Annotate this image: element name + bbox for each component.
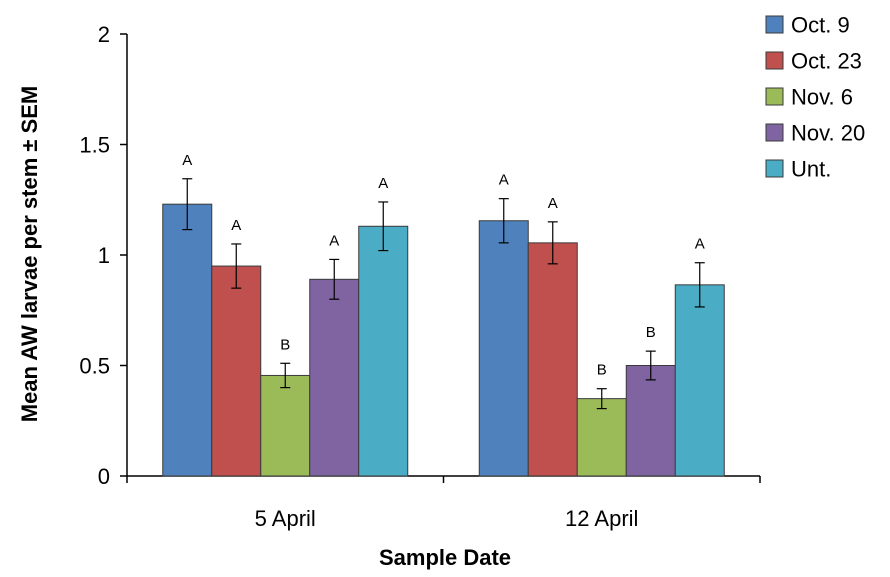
bar: [625, 365, 676, 477]
significance-letter: A: [499, 172, 509, 189]
bar: [358, 225, 409, 477]
legend: Oct. 9 Oct. 23 Nov. 6 Nov. 20 Unt.: [765, 13, 865, 182]
x-category-label: 5 April: [255, 506, 316, 531]
significance-letters: A A B A A A A B B A: [182, 152, 705, 379]
y-tick-label: 1.5: [79, 133, 110, 158]
legend-entry: Nov. 6: [791, 85, 853, 110]
legend-entry: Nov. 20: [791, 121, 865, 146]
error-bars: [182, 178, 705, 410]
bar: [260, 374, 311, 477]
y-tick-label: 2: [98, 22, 110, 47]
bar: [576, 398, 627, 477]
legend-swatch: [765, 15, 784, 34]
legend-entry: Oct. 23: [791, 49, 862, 74]
legend-swatch: [765, 51, 784, 70]
y-tick-label: 0: [98, 464, 110, 489]
bar: [674, 284, 725, 477]
legend-entry: Unt.: [791, 157, 831, 182]
legend-swatch: [765, 159, 784, 178]
legend-swatch: [765, 123, 784, 142]
x-axis-label: Sample Date: [379, 545, 511, 570]
significance-letter: A: [548, 195, 558, 212]
y-tick-label: 1: [98, 243, 110, 268]
bar: [309, 278, 360, 477]
significance-letter: A: [231, 217, 241, 234]
significance-letter: A: [329, 232, 339, 249]
significance-letter: B: [646, 324, 656, 341]
bar: [211, 265, 262, 477]
significance-letter: B: [280, 336, 290, 353]
bar: [162, 203, 213, 477]
x-category-label: 12 April: [565, 506, 638, 531]
axes: 0 0.5 1 1.5 2 5 April 12 April: [79, 22, 761, 531]
significance-letter: A: [182, 152, 192, 169]
legend-swatch: [765, 87, 784, 106]
bar: [478, 220, 529, 477]
legend-entry: Oct. 9: [791, 13, 850, 38]
bar: [527, 242, 578, 477]
significance-letter: A: [378, 175, 388, 192]
significance-letter: B: [597, 362, 607, 379]
y-axis-label: Mean AW larvae per stem ± SEM: [17, 86, 42, 423]
bars: [162, 203, 725, 477]
significance-letter: A: [695, 236, 705, 253]
y-tick-label: 0.5: [79, 354, 110, 379]
